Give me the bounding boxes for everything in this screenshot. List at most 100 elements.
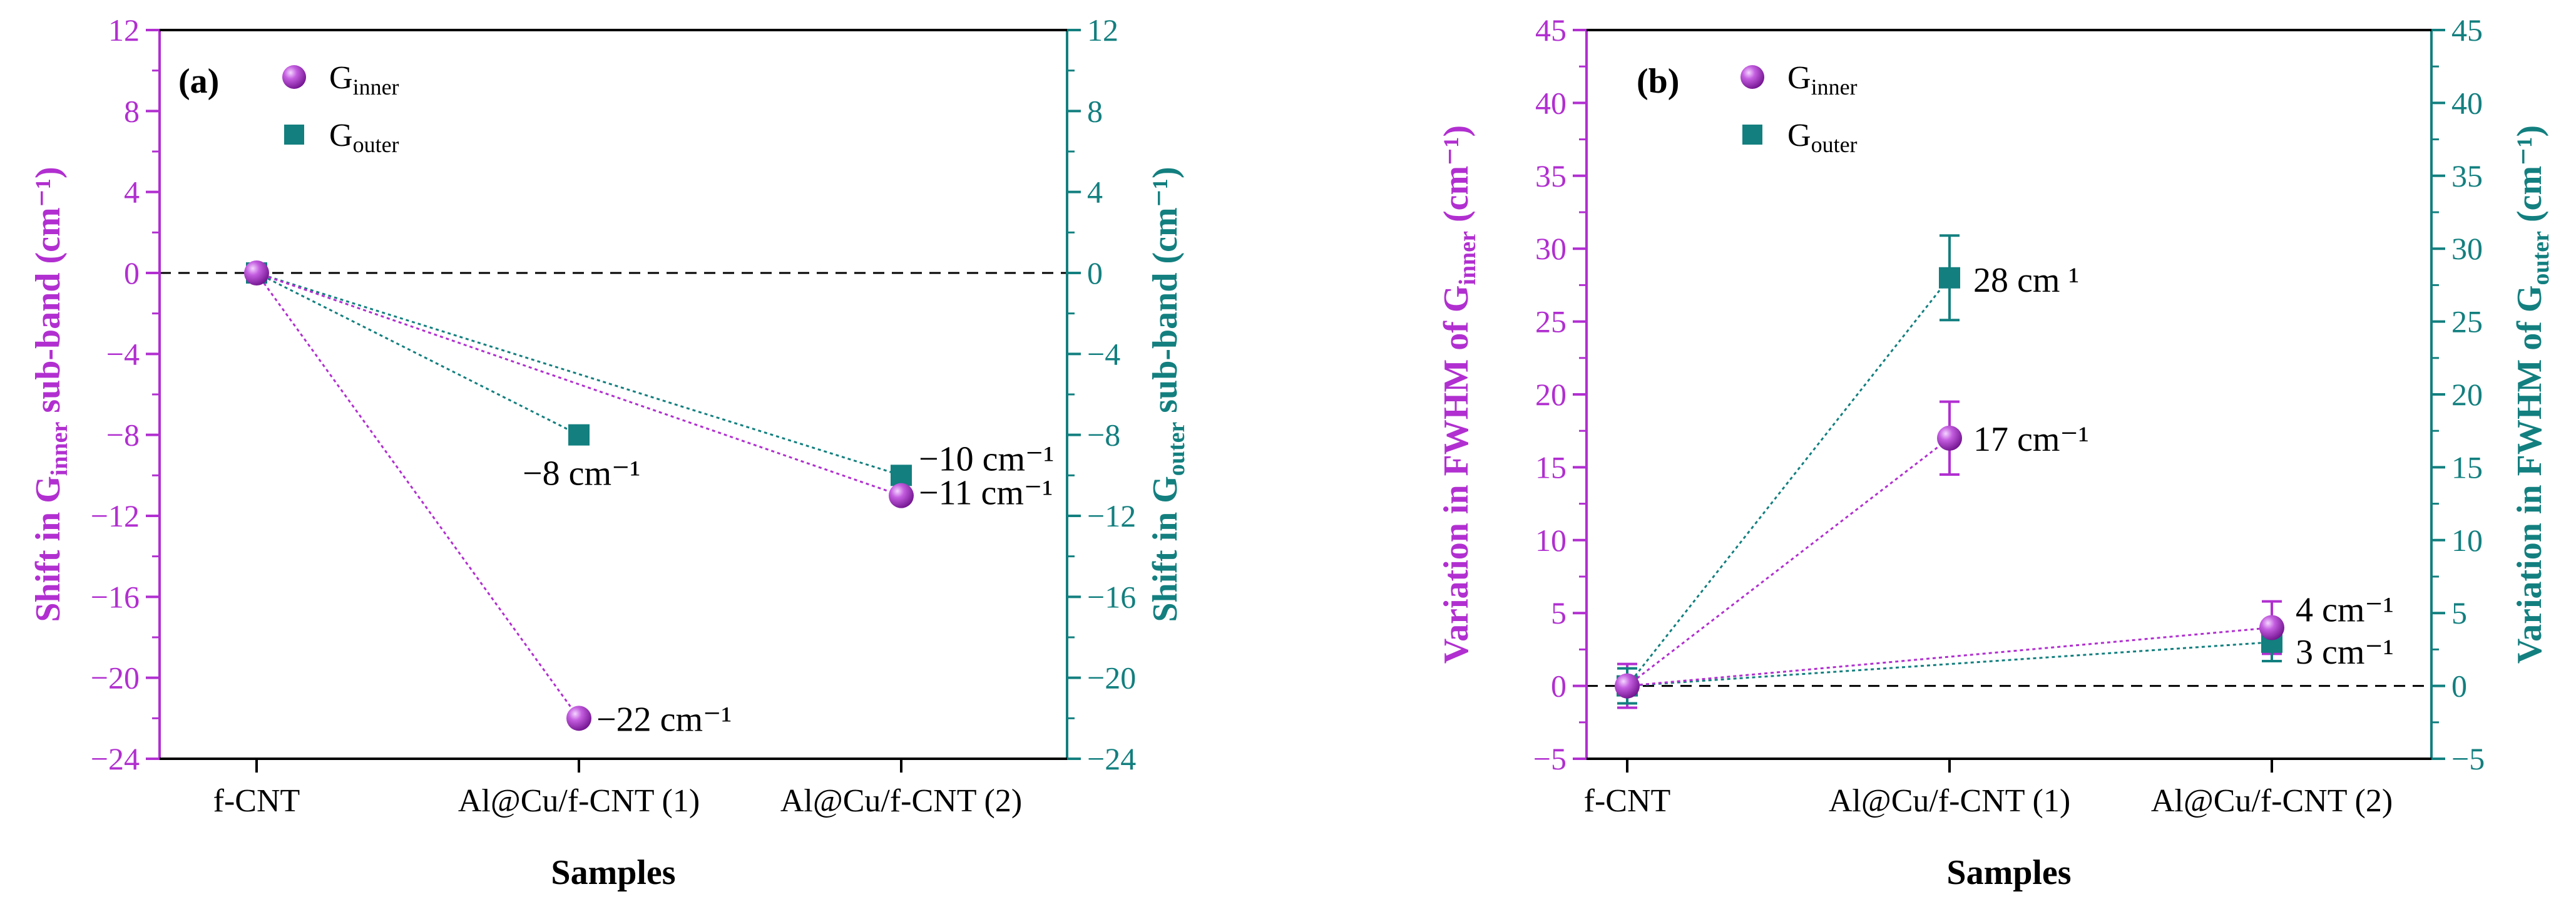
left-y-axis-title: Shift in Ginner sub-band (cm⁻¹) bbox=[29, 167, 73, 622]
legend-inner-sub: inner bbox=[1811, 74, 1858, 100]
left-y-axis-title-suffix: (cm⁻¹) bbox=[1437, 125, 1476, 231]
legend-inner-marker bbox=[1740, 65, 1764, 89]
left-y-tick-label: 20 bbox=[1535, 377, 1567, 412]
right-y-axis-title-subscript: outer bbox=[2528, 231, 2554, 285]
left-y-tick-label: 5 bbox=[1551, 595, 1567, 630]
outer-point bbox=[568, 424, 590, 446]
right-y-tick-label: −8 bbox=[1087, 418, 1120, 453]
right-y-tick-label: 25 bbox=[2451, 304, 2483, 339]
left-y-tick-label: 10 bbox=[1535, 523, 1567, 558]
left-y-tick-label: 30 bbox=[1535, 231, 1567, 266]
x-axis-title: Samples bbox=[551, 853, 675, 892]
left-y-axis-title-subscript: inner bbox=[1454, 231, 1481, 285]
outer-series-line bbox=[1626, 277, 1951, 687]
inner-series-line bbox=[255, 272, 580, 719]
x-tick-label: Al@Cu/f-CNT (2) bbox=[2151, 783, 2393, 819]
legend-inner-sub: inner bbox=[353, 74, 399, 100]
right-y-axis-title-suffix: (cm⁻¹) bbox=[2510, 125, 2549, 231]
panel-b-chart: −5 −5 0 0 5 5 10 10 15 15 20 20 25 25 30 30 35 35 40 40 45 45… bbox=[1437, 13, 2554, 892]
outer-point bbox=[891, 465, 912, 486]
left-y-tick-label: −20 bbox=[91, 660, 140, 696]
outer-data-label: 28 cm ¹ bbox=[1973, 261, 2079, 300]
left-y-tick-label: 45 bbox=[1535, 13, 1567, 48]
outer-point bbox=[1939, 267, 1960, 289]
legend-outer-name: G bbox=[329, 118, 353, 153]
left-y-axis-title-suffix: sub-band (cm⁻¹) bbox=[29, 167, 68, 421]
left-y-tick-label: −16 bbox=[91, 579, 140, 614]
legend-inner-label: Ginner bbox=[1787, 60, 1858, 100]
right-y-axis-title-subscript: outer bbox=[1163, 422, 1190, 476]
right-y-tick-label: 45 bbox=[2451, 13, 2483, 48]
x-tick-label: f-CNT bbox=[1584, 783, 1671, 819]
legend-outer-sub: outer bbox=[353, 132, 399, 157]
right-y-tick-label: 4 bbox=[1087, 175, 1103, 210]
right-y-axis-title-prefix: Variation in FWHM of G bbox=[2510, 285, 2549, 664]
right-y-tick-label: 15 bbox=[2451, 450, 2483, 485]
left-y-axis-title-prefix: Variation in FWHM of G bbox=[1437, 285, 1476, 664]
left-y-tick-label: −5 bbox=[1533, 741, 1567, 776]
left-y-tick-label: −12 bbox=[91, 498, 140, 533]
left-y-tick-label: 12 bbox=[108, 13, 140, 48]
right-y-tick-label: −24 bbox=[1087, 741, 1136, 776]
inner-point bbox=[2259, 615, 2284, 640]
outer-data-label: 3 cm⁻¹ bbox=[2296, 633, 2394, 672]
right-y-tick-label: 30 bbox=[2451, 231, 2483, 266]
right-y-tick-label: 12 bbox=[1087, 13, 1118, 48]
inner-series-line bbox=[1627, 626, 2272, 687]
inner-data-label: 17 cm⁻¹ bbox=[1973, 420, 2089, 459]
left-y-tick-label: 4 bbox=[124, 175, 140, 210]
left-y-tick-label: 0 bbox=[124, 255, 140, 290]
legend-inner-label: Ginner bbox=[329, 60, 399, 100]
right-y-tick-label: 35 bbox=[2451, 158, 2483, 193]
left-y-tick-label: 25 bbox=[1535, 304, 1567, 339]
inner-data-label: 4 cm⁻¹ bbox=[2296, 590, 2394, 629]
right-y-tick-label: 0 bbox=[1087, 255, 1103, 290]
legend-outer-marker bbox=[284, 125, 304, 145]
right-y-tick-label: 40 bbox=[2451, 85, 2483, 120]
left-y-tick-label: 15 bbox=[1535, 450, 1567, 485]
panel-label: (a) bbox=[178, 62, 219, 101]
left-y-axis-title-subscript: inner bbox=[46, 422, 73, 476]
right-y-tick-label: 10 bbox=[2451, 523, 2483, 558]
inner-point bbox=[566, 706, 591, 731]
x-tick-label: f-CNT bbox=[213, 783, 300, 819]
right-y-axis-title-prefix: Shift in G bbox=[1146, 476, 1185, 622]
right-y-tick-label: −4 bbox=[1087, 336, 1120, 371]
right-y-tick-label: 0 bbox=[2451, 669, 2467, 704]
legend-outer-name: G bbox=[1787, 118, 1811, 153]
right-y-tick-label: −16 bbox=[1087, 579, 1136, 614]
inner-series-line bbox=[256, 272, 902, 497]
right-y-tick-label: 5 bbox=[2451, 595, 2467, 630]
right-y-axis-title: Variation in FWHM of Gouter (cm⁻¹) bbox=[2510, 125, 2554, 664]
left-y-axis-title: Variation in FWHM of Ginner (cm⁻¹) bbox=[1437, 125, 1481, 664]
inner-point bbox=[889, 483, 914, 508]
left-y-tick-label: −8 bbox=[106, 418, 140, 453]
inner-point bbox=[1937, 425, 1962, 451]
right-y-tick-label: −12 bbox=[1087, 498, 1136, 533]
x-tick-label: Al@Cu/f-CNT (1) bbox=[458, 783, 700, 819]
panel-label: (b) bbox=[1637, 62, 1679, 101]
left-y-tick-label: 40 bbox=[1535, 85, 1567, 120]
left-y-tick-label: 8 bbox=[124, 93, 140, 128]
inner-point bbox=[1615, 673, 1640, 699]
inner-series-line bbox=[1627, 437, 1950, 687]
left-y-tick-label: 35 bbox=[1535, 158, 1567, 193]
inner-point bbox=[244, 260, 269, 285]
right-y-tick-label: 20 bbox=[2451, 377, 2483, 412]
legend-outer-label: Gouter bbox=[1787, 118, 1858, 157]
outer-data-label: −8 cm⁻¹ bbox=[523, 455, 640, 493]
left-y-axis-title-prefix: Shift in G bbox=[29, 476, 68, 622]
legend-outer-marker bbox=[1742, 125, 1762, 145]
x-tick-label: Al@Cu/f-CNT (2) bbox=[780, 783, 1022, 819]
left-y-tick-label: −4 bbox=[106, 336, 140, 371]
x-axis-title: Samples bbox=[1946, 853, 2071, 892]
right-y-tick-label: −20 bbox=[1087, 660, 1136, 696]
right-y-tick-label: −5 bbox=[2451, 741, 2485, 776]
inner-data-label: −22 cm⁻¹ bbox=[596, 700, 732, 739]
outer-data-label: −10 cm⁻¹ bbox=[919, 439, 1054, 478]
x-tick-label: Al@Cu/f-CNT (1) bbox=[1829, 783, 2070, 819]
right-y-axis-title-suffix: sub-band (cm⁻¹) bbox=[1146, 167, 1185, 421]
right-y-axis-title: Shift in Gouter sub-band (cm⁻¹) bbox=[1146, 167, 1190, 622]
left-y-tick-label: −24 bbox=[91, 741, 140, 776]
